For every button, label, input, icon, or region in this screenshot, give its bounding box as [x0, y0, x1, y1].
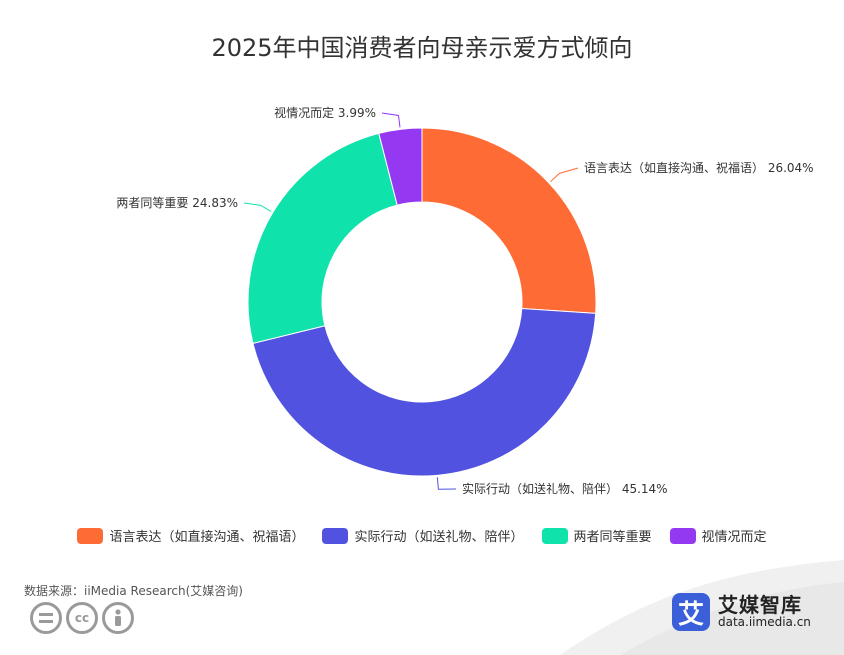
slice-label-3: 视情况而定 3.99%	[274, 105, 376, 120]
leader-line-0	[550, 167, 579, 183]
leader-line-3	[381, 112, 401, 128]
brand-url: data.iimedia.cn	[718, 615, 811, 630]
legend-item-depends[interactable]: 视情况而定	[669, 526, 767, 545]
slice-label-0: 语言表达（如直接沟通、祝福语） 26.04%	[584, 160, 814, 175]
legend-item-action[interactable]: 实际行动（如送礼物、陪伴）	[322, 526, 524, 545]
legend-label: 两者同等重要	[573, 530, 652, 545]
source-text: 数据来源：iiMedia Research(艾媒咨询)	[24, 584, 243, 598]
legend-swatch	[541, 527, 568, 544]
slice-label-2: 两者同等重要 24.83%	[116, 196, 238, 210]
legend-item-both[interactable]: 两者同等重要	[541, 526, 652, 545]
slice-2[interactable]	[247, 132, 398, 344]
license-icons: cc	[30, 602, 134, 634]
chart-title: 2025年中国消费者向母亲示爱方式倾向	[211, 34, 633, 62]
leader-line-1	[436, 477, 457, 490]
brand: 艾 艾媒智库 data.iimedia.cn	[672, 593, 811, 631]
brand-logo-icon: 艾	[672, 593, 710, 631]
legend-item-verbal[interactable]: 语言表达（如直接沟通、祝福语）	[77, 526, 304, 545]
brand-name: 艾媒智库	[718, 593, 802, 618]
slices-group	[247, 127, 597, 477]
legend-swatch	[322, 527, 349, 544]
slice-1[interactable]	[252, 307, 597, 477]
labels-group: 语言表达（如直接沟通、祝福语） 26.04% 实际行动（如送礼物、陪伴） 45.1…	[116, 105, 813, 496]
legend-label: 视情况而定	[701, 530, 767, 545]
person-icon	[102, 602, 134, 634]
legend-label: 语言表达（如直接沟通、祝福语）	[109, 530, 305, 545]
legend-label: 实际行动（如送礼物、陪伴）	[354, 530, 524, 545]
equals-icon	[30, 602, 62, 634]
leader-line-2	[243, 202, 272, 212]
slice-0[interactable]	[421, 127, 597, 314]
legend: 语言表达（如直接沟通、祝福语） 实际行动（如送礼物、陪伴） 两者同等重要 视情况…	[0, 526, 844, 545]
cc-icon: cc	[66, 602, 98, 634]
slice-label-1: 实际行动（如送礼物、陪伴） 45.14%	[462, 481, 668, 496]
legend-swatch	[77, 527, 104, 544]
legend-swatch	[669, 527, 696, 544]
slice-3[interactable]	[378, 127, 423, 206]
